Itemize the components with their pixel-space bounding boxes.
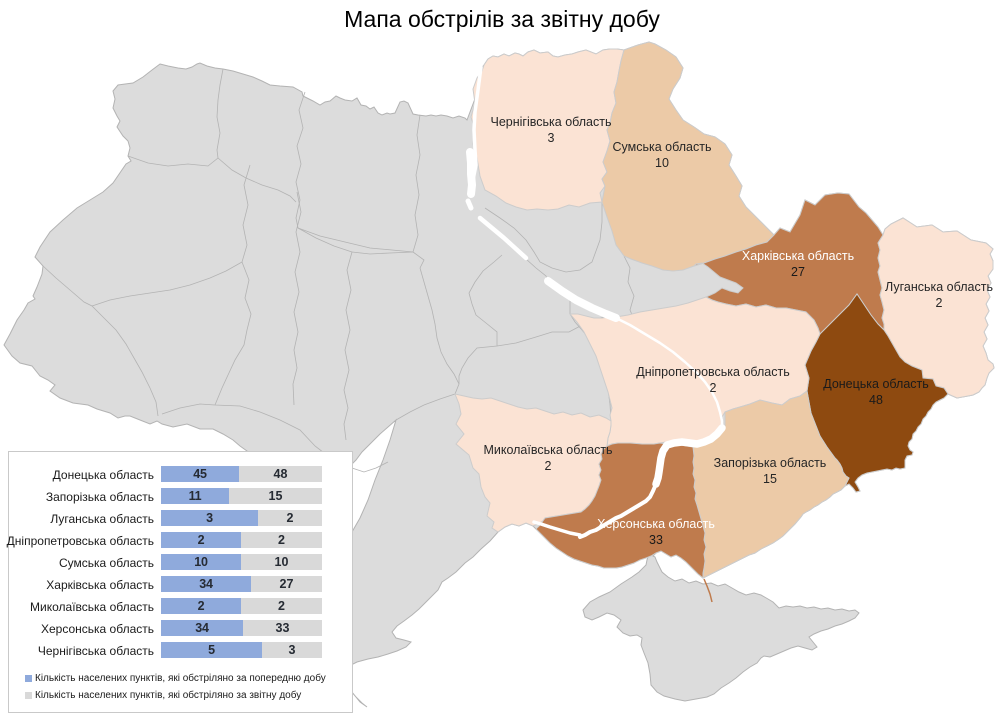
svg-text:15: 15 <box>763 472 777 486</box>
svg-text:Херсонська область: Херсонська область <box>597 517 715 531</box>
svg-text:48: 48 <box>869 393 883 407</box>
svg-text:2: 2 <box>545 459 552 473</box>
svg-text:Миколаївська область: Миколаївська область <box>483 443 612 457</box>
svg-text:Сумська область: Сумська область <box>613 140 712 154</box>
svg-text:Луганська область: Луганська область <box>885 280 993 294</box>
svg-text:2: 2 <box>936 296 943 310</box>
svg-text:Дніпропетровська область: Дніпропетровська область <box>636 365 789 379</box>
svg-text:Донецька область: Донецька область <box>823 377 929 391</box>
svg-text:Запорізька область: Запорізька область <box>714 456 827 470</box>
svg-text:33: 33 <box>649 533 663 547</box>
svg-text:2: 2 <box>710 381 717 395</box>
svg-text:Харківська область: Харківська область <box>742 249 854 263</box>
svg-text:10: 10 <box>655 156 669 170</box>
svg-text:27: 27 <box>791 265 805 279</box>
svg-text:3: 3 <box>548 131 555 145</box>
svg-text:Чернігівська область: Чернігівська область <box>491 115 612 129</box>
